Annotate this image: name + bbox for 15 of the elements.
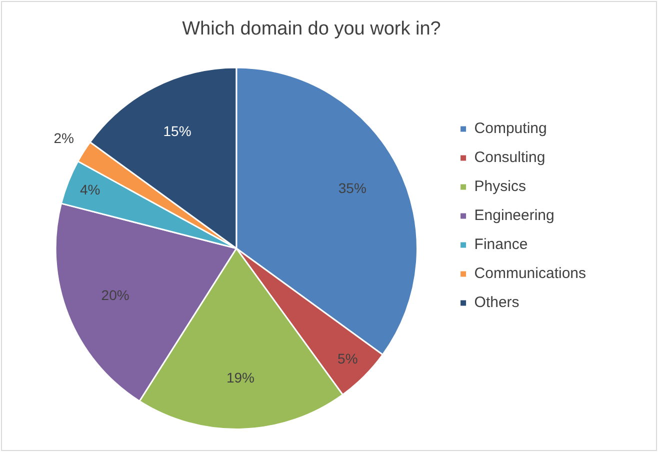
- legend-label: Engineering: [474, 207, 554, 224]
- legend-label: Consulting: [474, 149, 546, 166]
- legend-label: Finance: [474, 236, 528, 254]
- chart-title: Which domain do you work in?: [182, 18, 441, 40]
- legend-label: Communications: [474, 265, 586, 282]
- data-label: 2%: [54, 130, 74, 146]
- data-label: 15%: [163, 123, 192, 140]
- data-label: 5%: [338, 350, 358, 367]
- data-label: 20%: [101, 287, 130, 304]
- legend-label: Computing: [474, 120, 547, 138]
- data-label: 19%: [226, 369, 254, 386]
- data-label: 4%: [80, 181, 100, 198]
- legend-label: Others: [474, 294, 520, 312]
- legend-label: Physics: [474, 178, 526, 196]
- data-label: 35%: [338, 180, 366, 196]
